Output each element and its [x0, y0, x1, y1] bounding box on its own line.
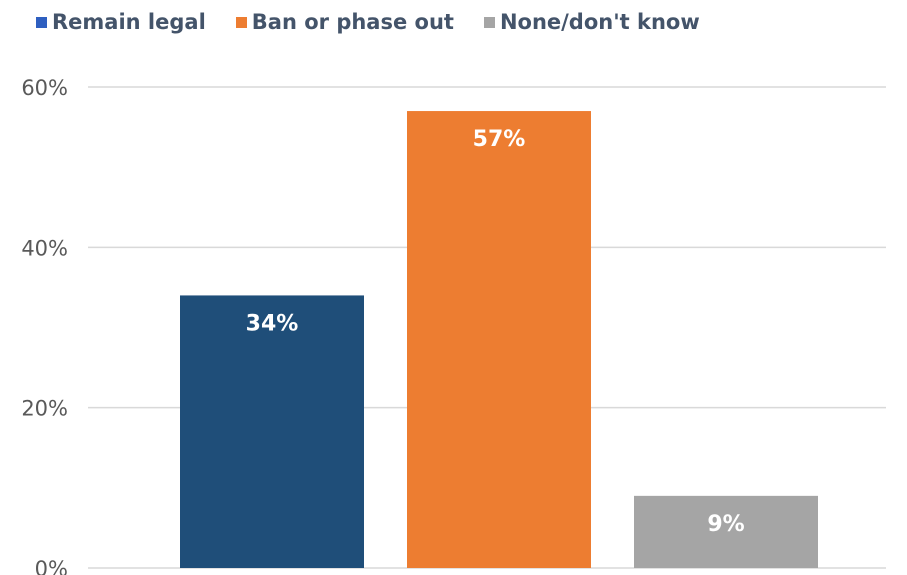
- legend-swatch-remain-legal: [36, 16, 47, 28]
- legend-item-remain-legal: Remain legal: [36, 10, 206, 34]
- y-tick-label-0: 0%: [35, 557, 68, 575]
- legend-item-none-dont-know: None/don't know: [483, 10, 700, 34]
- legend-label-none-dont-know: None/don't know: [499, 10, 700, 34]
- chart-legend: Remain legal Ban or phase out None/don't…: [36, 8, 730, 36]
- bar-1: [407, 111, 591, 569]
- data-label-2: 9%: [707, 512, 744, 537]
- legend-item-ban-or-phase-out: Ban or phase out: [235, 10, 454, 34]
- legend-label-ban-or-phase-out: Ban or phase out: [251, 10, 454, 34]
- legend-label-remain-legal: Remain legal: [52, 10, 206, 34]
- legend-swatch-ban-or-phase-out: [235, 16, 247, 28]
- legend-swatch-none-dont-know: [483, 16, 495, 28]
- y-tick-label-60: 60%: [21, 76, 68, 100]
- bar-2: [634, 495, 818, 568]
- y-tick-label-20: 20%: [21, 397, 68, 421]
- bar-0: [180, 295, 364, 568]
- data-label-1: 57%: [473, 127, 526, 152]
- y-tick-label-40: 40%: [21, 236, 68, 260]
- data-label-0: 34%: [246, 311, 299, 336]
